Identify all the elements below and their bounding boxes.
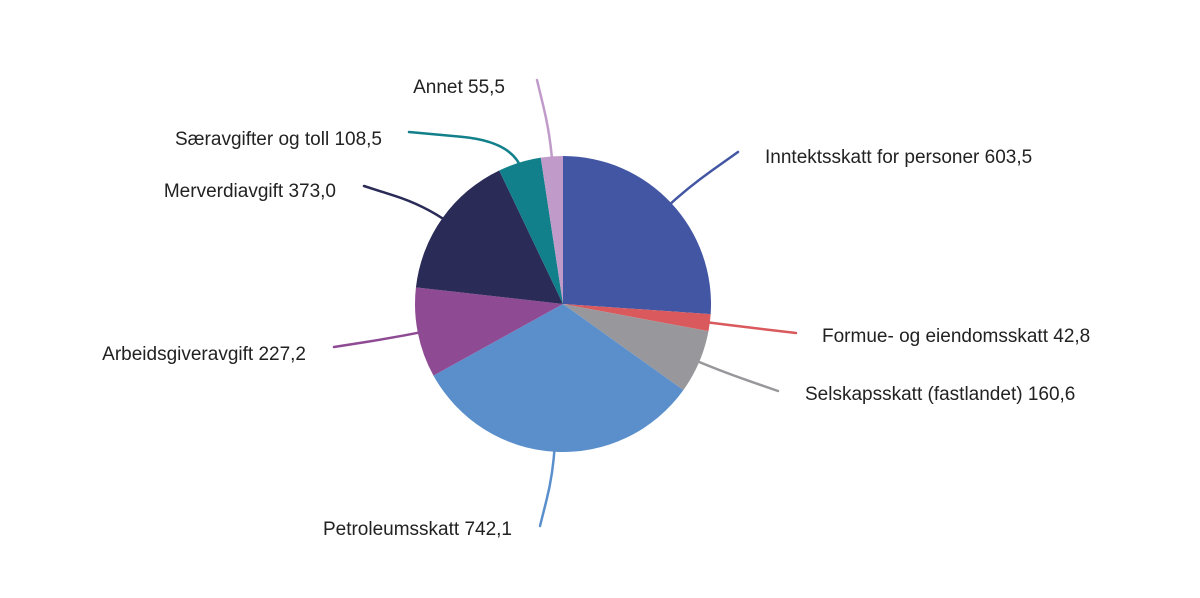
pie-slice-petroleumsskatt: [433, 304, 684, 452]
leader-line-merverdiavgift: [362, 184, 451, 225]
leader-line-annet: [535, 78, 554, 166]
leader-line-formue-og-eiendomsskatt: [700, 320, 798, 335]
leader-line-saeravgifter-og-toll: [407, 130, 524, 172]
pie-slice-formue-og-eiendomsskatt: [563, 304, 711, 332]
slice-label-annet: Annet 55,5: [413, 77, 505, 98]
leader-line-petroleumsskatt: [538, 442, 557, 528]
pie-slice-annet: [540, 156, 563, 304]
leader-line-arbeidsgiveravgift: [332, 330, 427, 349]
slice-label-arbeidsgiveravgift: Arbeidsgiveravgift 227,2: [102, 344, 306, 365]
leader-line-inntektsskatt-for-personer: [664, 150, 740, 210]
pie-slice-arbeidsgiveravgift: [415, 287, 563, 376]
slice-label-saeravgifter-og-toll: Særavgifter og toll 108,5: [175, 129, 382, 150]
slice-label-merverdiavgift: Merverdiavgift 373,0: [164, 181, 336, 202]
pie-slice-inntektsskatt-for-personer: [563, 156, 712, 315]
pie-slice-merverdiavgift: [415, 170, 563, 304]
pie-slice-saeravgifter-og-toll: [499, 157, 563, 304]
pie-slice-selskapsskatt-fastlandet: [563, 304, 709, 391]
slice-label-petroleumsskatt: Petroleumsskatt 742,1: [323, 519, 512, 540]
slice-label-formue-og-eiendomsskatt: Formue- og eiendomsskatt 42,8: [822, 326, 1090, 347]
slice-label-inntektsskatt-for-personer: Inntektsskatt for personer 603,5: [765, 147, 1032, 168]
leader-line-selskapsskatt-fastlandet: [690, 357, 780, 393]
slice-label-selskapsskatt-fastlandet: Selskapsskatt (fastlandet) 160,6: [805, 384, 1075, 405]
